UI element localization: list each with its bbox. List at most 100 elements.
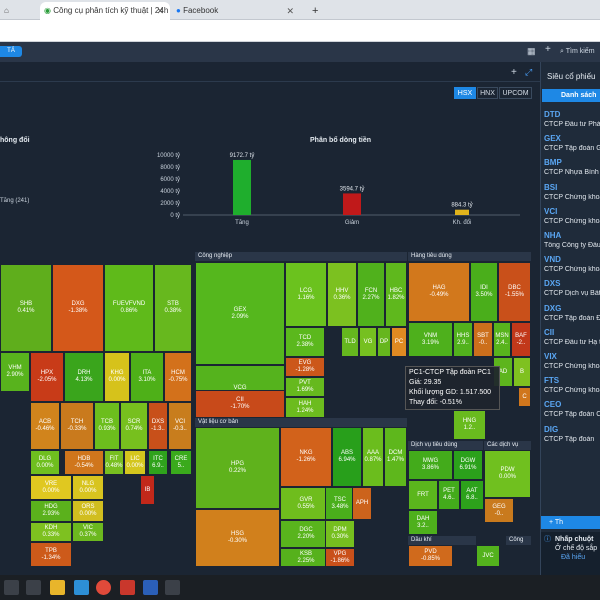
bar-Giảm[interactable]	[343, 193, 361, 215]
taskbar-app-icon[interactable]	[26, 580, 41, 595]
treemap-tile-b[interactable]: B	[513, 357, 531, 387]
close-icon[interactable]: ✕	[156, 6, 164, 16]
treemap-tile-ib[interactable]: IB	[140, 475, 155, 505]
treemap-tile-hsg[interactable]: HSG -0.30%	[195, 509, 280, 567]
sidebar-stock-symbol[interactable]: DXG	[544, 303, 562, 313]
chrome-icon[interactable]	[96, 580, 111, 595]
treemap-tile-cii[interactable]: CII -1.70%	[195, 390, 285, 418]
treemap-tile-hbc[interactable]: HBC 1.82%	[385, 262, 407, 327]
treemap-tile-pvt[interactable]: PVT 1.69%	[285, 377, 325, 397]
treemap-tile-vhm[interactable]: VHM 2.90%	[0, 352, 30, 392]
treemap-tile-dxs[interactable]: DXS -1.3..	[148, 402, 168, 450]
treemap-tile-gex[interactable]: GEX 2.09%	[195, 262, 285, 365]
treemap-tile-dah[interactable]: DAH 3.2..	[408, 510, 438, 535]
treemap-tile-tcd[interactable]: TCD 2.38%	[285, 327, 325, 357]
new-tab-button[interactable]: +	[312, 5, 319, 17]
treemap-tile-dcm[interactable]: DCM 1.47%	[384, 427, 407, 487]
treemap-tile-evg[interactable]: EVG -1.28%	[285, 357, 325, 377]
treemap-tile-stb[interactable]: STB 0.38%	[154, 264, 192, 352]
treemap-tile-hhv[interactable]: HHV 0.36%	[327, 262, 357, 327]
treemap-tile-hng[interactable]: HNG 1.2..	[453, 410, 486, 440]
taskbar-app-icon[interactable]	[120, 580, 135, 595]
treemap-tile-hhs[interactable]: HHS 2.9..	[453, 322, 473, 357]
address-bar[interactable]	[0, 20, 600, 42]
treemap-tile-c[interactable]: C	[518, 387, 531, 407]
add-widget-icon[interactable]: +	[511, 67, 517, 78]
treemap-tile-tsc[interactable]: TSC 3.48%	[325, 487, 355, 520]
treemap-tile-fcn[interactable]: FCN 2.27%	[357, 262, 385, 327]
treemap-tile-gvr[interactable]: GVR 0.55%	[280, 487, 332, 520]
expand-icon[interactable]: ⤢	[525, 67, 533, 77]
taskbar-app-icon[interactable]	[165, 580, 180, 595]
taskbar-app-icon[interactable]	[74, 580, 89, 595]
treemap-tile-lcg[interactable]: LCG 1.16%	[285, 262, 327, 327]
treemap-tile-hpg[interactable]: HPG 0.22%	[195, 427, 280, 509]
treemap-tile-tld[interactable]: TLD	[341, 327, 359, 357]
treemap-tile-abs[interactable]: ABS 6.94%	[332, 427, 362, 487]
treemap-tile-pdw[interactable]: PDW 0.00%	[484, 450, 531, 498]
treemap-tile-idi[interactable]: IDI 3.50%	[470, 262, 498, 322]
treemap-tile-msn[interactable]: MSN 2.4..	[493, 322, 511, 357]
exchange-hnx[interactable]: HNX	[477, 87, 498, 99]
treemap-tile-lic[interactable]: LIC 0.00%	[124, 450, 146, 475]
toggle-button[interactable]: TẢ	[0, 46, 22, 57]
treemap-tile-vpg[interactable]: VPG -1.86%	[325, 548, 355, 567]
treemap-tile-hdb[interactable]: HDB -0.54%	[64, 450, 104, 475]
treemap-tile-hah[interactable]: HAH 1.24%	[285, 397, 325, 418]
treemap-tile-pvd[interactable]: PVD -0.85%	[408, 545, 453, 567]
sidebar-stock-symbol[interactable]: NHA	[544, 231, 562, 240]
treemap-tile-vnm[interactable]: VNM 3.19%	[408, 322, 453, 357]
treemap-tile-hag[interactable]: HAG -0.49%	[408, 262, 470, 322]
search-input[interactable]: ⌕ Tìm kiếm	[560, 45, 600, 58]
folder-icon[interactable]	[50, 580, 65, 595]
treemap-tile-dbc[interactable]: DBC -1.55%	[498, 262, 531, 322]
sidebar-stock-symbol[interactable]: DXS	[544, 279, 561, 289]
grid-icon[interactable]: ▦	[527, 46, 536, 56]
treemap-tile-tcb[interactable]: TCB 0.93%	[94, 402, 120, 450]
bar-Kh. đổi[interactable]	[455, 209, 469, 215]
sidebar-stock-symbol[interactable]: VIX	[544, 352, 557, 361]
sidebar-stock-symbol[interactable]: FTS	[544, 376, 560, 386]
sidebar-stock-symbol[interactable]: BMP	[544, 158, 562, 168]
treemap-tile-vic[interactable]: VIC 0.37%	[72, 522, 104, 542]
treemap-tile-vci[interactable]: VCI -0.3..	[168, 402, 192, 450]
treemap-tile-nlg[interactable]: NLG 0.00%	[72, 475, 104, 500]
sidebar-stock-symbol[interactable]: GEX	[544, 134, 561, 144]
treemap-tile-kdh[interactable]: KDH 0.33%	[30, 522, 72, 542]
sidebar-stock-symbol[interactable]: DTD	[544, 110, 561, 119]
close-icon[interactable]: ✕	[286, 6, 294, 16]
treemap-tile-dp[interactable]: DP	[377, 327, 391, 357]
treemap-tile-dgc[interactable]: DGC 2.20%	[280, 520, 332, 548]
treemap-tile-aat[interactable]: AAT 6.8..	[460, 480, 484, 510]
treemap-tile-aph[interactable]: APH	[352, 487, 372, 520]
treemap-tile-shb[interactable]: SHB 0.41%	[0, 264, 52, 352]
treemap-tile-frt[interactable]: FRT	[408, 480, 438, 510]
treemap-tile-hdg[interactable]: HDG 2.93%	[30, 500, 72, 522]
treemap-tile-jvc[interactable]: JVC	[476, 545, 500, 567]
treemap-tile-nkg[interactable]: NKG -1.26%	[280, 427, 332, 487]
sidebar-stock-symbol[interactable]: VND	[544, 255, 561, 265]
treemap-tile-geg[interactable]: GEG -0..	[484, 498, 514, 523]
tab-24h[interactable]: ◉ Công cụ phân tích kỹ thuật | 24h ✕	[40, 2, 170, 20]
treemap-tile-khg[interactable]: KHG 0.00%	[104, 352, 130, 402]
treemap-tile-scr[interactable]: SCR 0.74%	[120, 402, 148, 450]
sidebar-stock-symbol[interactable]: CII	[544, 327, 555, 337]
treemap-tile-cre[interactable]: CRE 5..	[170, 450, 192, 475]
treemap-tile-acb[interactable]: ACB -0.46%	[30, 402, 60, 450]
follow-button[interactable]: + Th	[541, 516, 600, 529]
tab-facebook[interactable]: ● Facebook ✕	[172, 2, 300, 20]
treemap-tile-fit[interactable]: FIT 0.48%	[104, 450, 124, 475]
exchange-hsx[interactable]: HSX	[454, 87, 476, 99]
treemap-tile-vre[interactable]: VRE 0.00%	[30, 475, 72, 500]
treemap-tile-ors[interactable]: ORS 0.00%	[72, 500, 104, 522]
sidebar-stock-symbol[interactable]: DIG	[544, 424, 559, 434]
treemap-tile-baf[interactable]: BAF -2..	[511, 322, 531, 357]
treemap-tile-hcm[interactable]: HCM -0.75%	[164, 352, 192, 402]
treemap-tile-tpb[interactable]: TPB -1.34%	[30, 542, 72, 567]
treemap-tile-dpm[interactable]: DPM 0.30%	[325, 520, 355, 548]
bar-Tăng[interactable]	[233, 159, 251, 215]
notice-link[interactable]: Đã hiểu	[561, 554, 586, 561]
treemap-tile-sbt[interactable]: SBT -0..	[473, 322, 493, 357]
treemap-tile-drh[interactable]: DRH 4.13%	[64, 352, 104, 402]
treemap-tile-itc[interactable]: ITC 6.9..	[148, 450, 168, 475]
